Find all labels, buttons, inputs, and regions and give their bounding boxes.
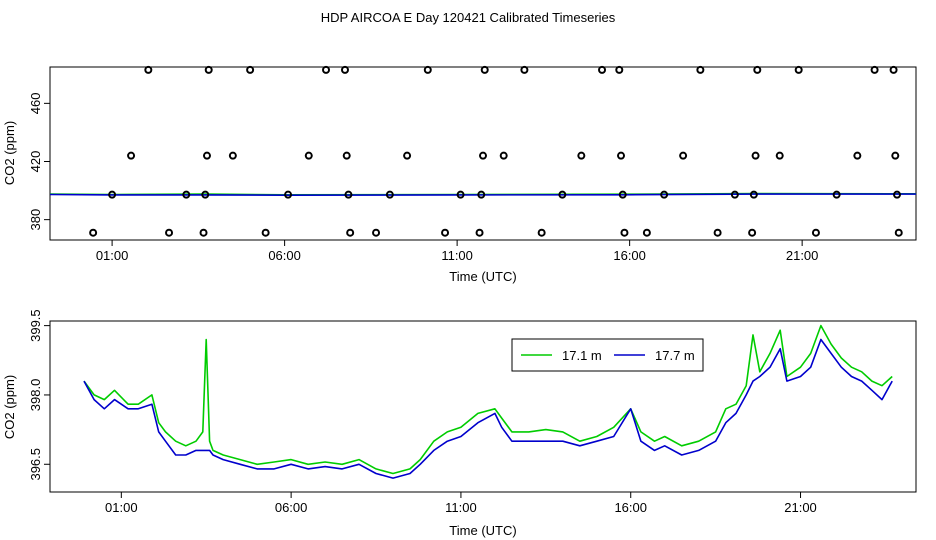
- data-point: [679, 151, 688, 160]
- data-point: [870, 65, 879, 74]
- x-tick-label: 01:00: [96, 248, 129, 263]
- top-scatter-points: [89, 65, 903, 237]
- top-y-axis-label: CO2 (ppm): [2, 121, 17, 185]
- data-point: [660, 190, 669, 199]
- y-tick-label: 396.5: [28, 448, 43, 481]
- data-point: [182, 190, 191, 199]
- bottom-panel: 01:00 06:00 11:00 16:00 21:00 396.5 398.0 399.…: [2, 309, 917, 538]
- y-tick-label: 460: [28, 92, 43, 114]
- x-tick-label: 21:00: [784, 500, 817, 515]
- y-tick-label: 398.0: [28, 379, 43, 412]
- bottom-x-axis-label: Time (UTC): [449, 523, 516, 538]
- top-series-lines: [49, 192, 917, 196]
- data-point: [199, 228, 208, 237]
- series-line-17-7-m: [83, 338, 893, 479]
- data-point: [479, 151, 487, 160]
- data-point: [456, 190, 465, 199]
- data-point: [811, 228, 820, 237]
- data-point: [775, 151, 784, 160]
- data-point: [346, 228, 355, 237]
- data-point: [304, 151, 313, 160]
- data-point: [261, 228, 270, 237]
- data-point: [480, 65, 489, 74]
- data-point: [403, 151, 412, 160]
- data-point: [246, 65, 255, 74]
- data-point: [891, 151, 900, 160]
- top-panel: 01:00 06:00 11:00 16:00 21:00 380 420 460 Time…: [2, 65, 917, 284]
- data-point: [477, 190, 486, 199]
- top-x-axis: 01:00 06:00 11:00 16:00 21:00: [96, 240, 819, 263]
- data-point: [558, 190, 567, 199]
- data-point: [499, 151, 508, 160]
- x-tick-label: 11:00: [441, 248, 473, 263]
- x-tick-label: 21:00: [786, 248, 819, 263]
- series-line-17-1-m: [83, 324, 893, 475]
- data-point: [794, 65, 803, 74]
- data-point: [441, 228, 450, 237]
- data-point: [620, 228, 629, 237]
- data-point: [108, 190, 117, 199]
- x-tick-label: 11:00: [445, 500, 477, 515]
- legend: 17.1 m 17.7 m: [511, 338, 704, 372]
- data-point: [749, 190, 758, 199]
- chart-title: HDP AIRCOA E Day 120421 Calibrated Times…: [321, 10, 616, 25]
- bottom-y-axis-label: CO2 (ppm): [2, 375, 17, 439]
- data-point: [340, 65, 349, 74]
- data-point: [284, 190, 293, 199]
- y-tick-label: 399.5: [28, 309, 43, 342]
- data-point: [751, 151, 760, 160]
- data-point: [748, 228, 757, 237]
- data-point: [832, 190, 841, 199]
- legend-label-17-7m: 17.7 m: [655, 348, 695, 363]
- data-point: [342, 151, 351, 160]
- bottom-series-lines: [83, 324, 893, 479]
- y-tick-label: 380: [28, 209, 43, 231]
- data-point: [730, 190, 739, 199]
- data-point: [618, 190, 627, 199]
- data-point: [615, 65, 624, 74]
- data-point: [642, 228, 651, 237]
- data-point: [372, 228, 381, 237]
- series-line-1: [49, 193, 916, 196]
- top-x-axis-label: Time (UTC): [449, 269, 516, 284]
- x-tick-label: 06:00: [268, 248, 301, 263]
- bottom-y-axis: 396.5 398.0 399.5: [28, 309, 50, 481]
- data-point: [228, 151, 237, 160]
- top-y-axis: 380 420 460: [28, 92, 50, 230]
- bottom-x-axis: 01:00 06:00 11:00 16:00 21:00: [105, 492, 817, 515]
- data-point: [165, 228, 174, 237]
- data-point: [89, 228, 98, 237]
- data-point: [204, 65, 213, 74]
- x-tick-label: 16:00: [614, 500, 647, 515]
- data-point: [577, 151, 586, 160]
- data-point: [127, 151, 136, 160]
- data-point: [889, 65, 898, 74]
- data-point: [598, 65, 607, 74]
- data-point: [696, 65, 705, 74]
- x-tick-label: 01:00: [105, 500, 138, 515]
- data-point: [202, 151, 211, 160]
- data-point: [713, 228, 722, 237]
- data-point: [520, 65, 529, 74]
- data-point: [537, 228, 546, 237]
- data-point: [322, 65, 331, 74]
- data-point: [617, 151, 626, 160]
- data-point: [144, 65, 153, 74]
- legend-box: [511, 338, 704, 372]
- data-point: [853, 151, 862, 160]
- data-point: [893, 190, 902, 199]
- data-point: [423, 65, 432, 74]
- data-point: [894, 228, 903, 237]
- data-point: [385, 190, 394, 199]
- x-tick-label: 06:00: [275, 500, 308, 515]
- data-point: [344, 190, 353, 199]
- bottom-plot-frame: [49, 320, 917, 493]
- data-point: [753, 65, 762, 74]
- legend-label-17-1m: 17.1 m: [562, 348, 602, 363]
- data-point: [201, 190, 210, 199]
- x-tick-label: 16:00: [613, 248, 646, 263]
- data-point: [475, 228, 484, 237]
- y-tick-label: 420: [28, 151, 43, 173]
